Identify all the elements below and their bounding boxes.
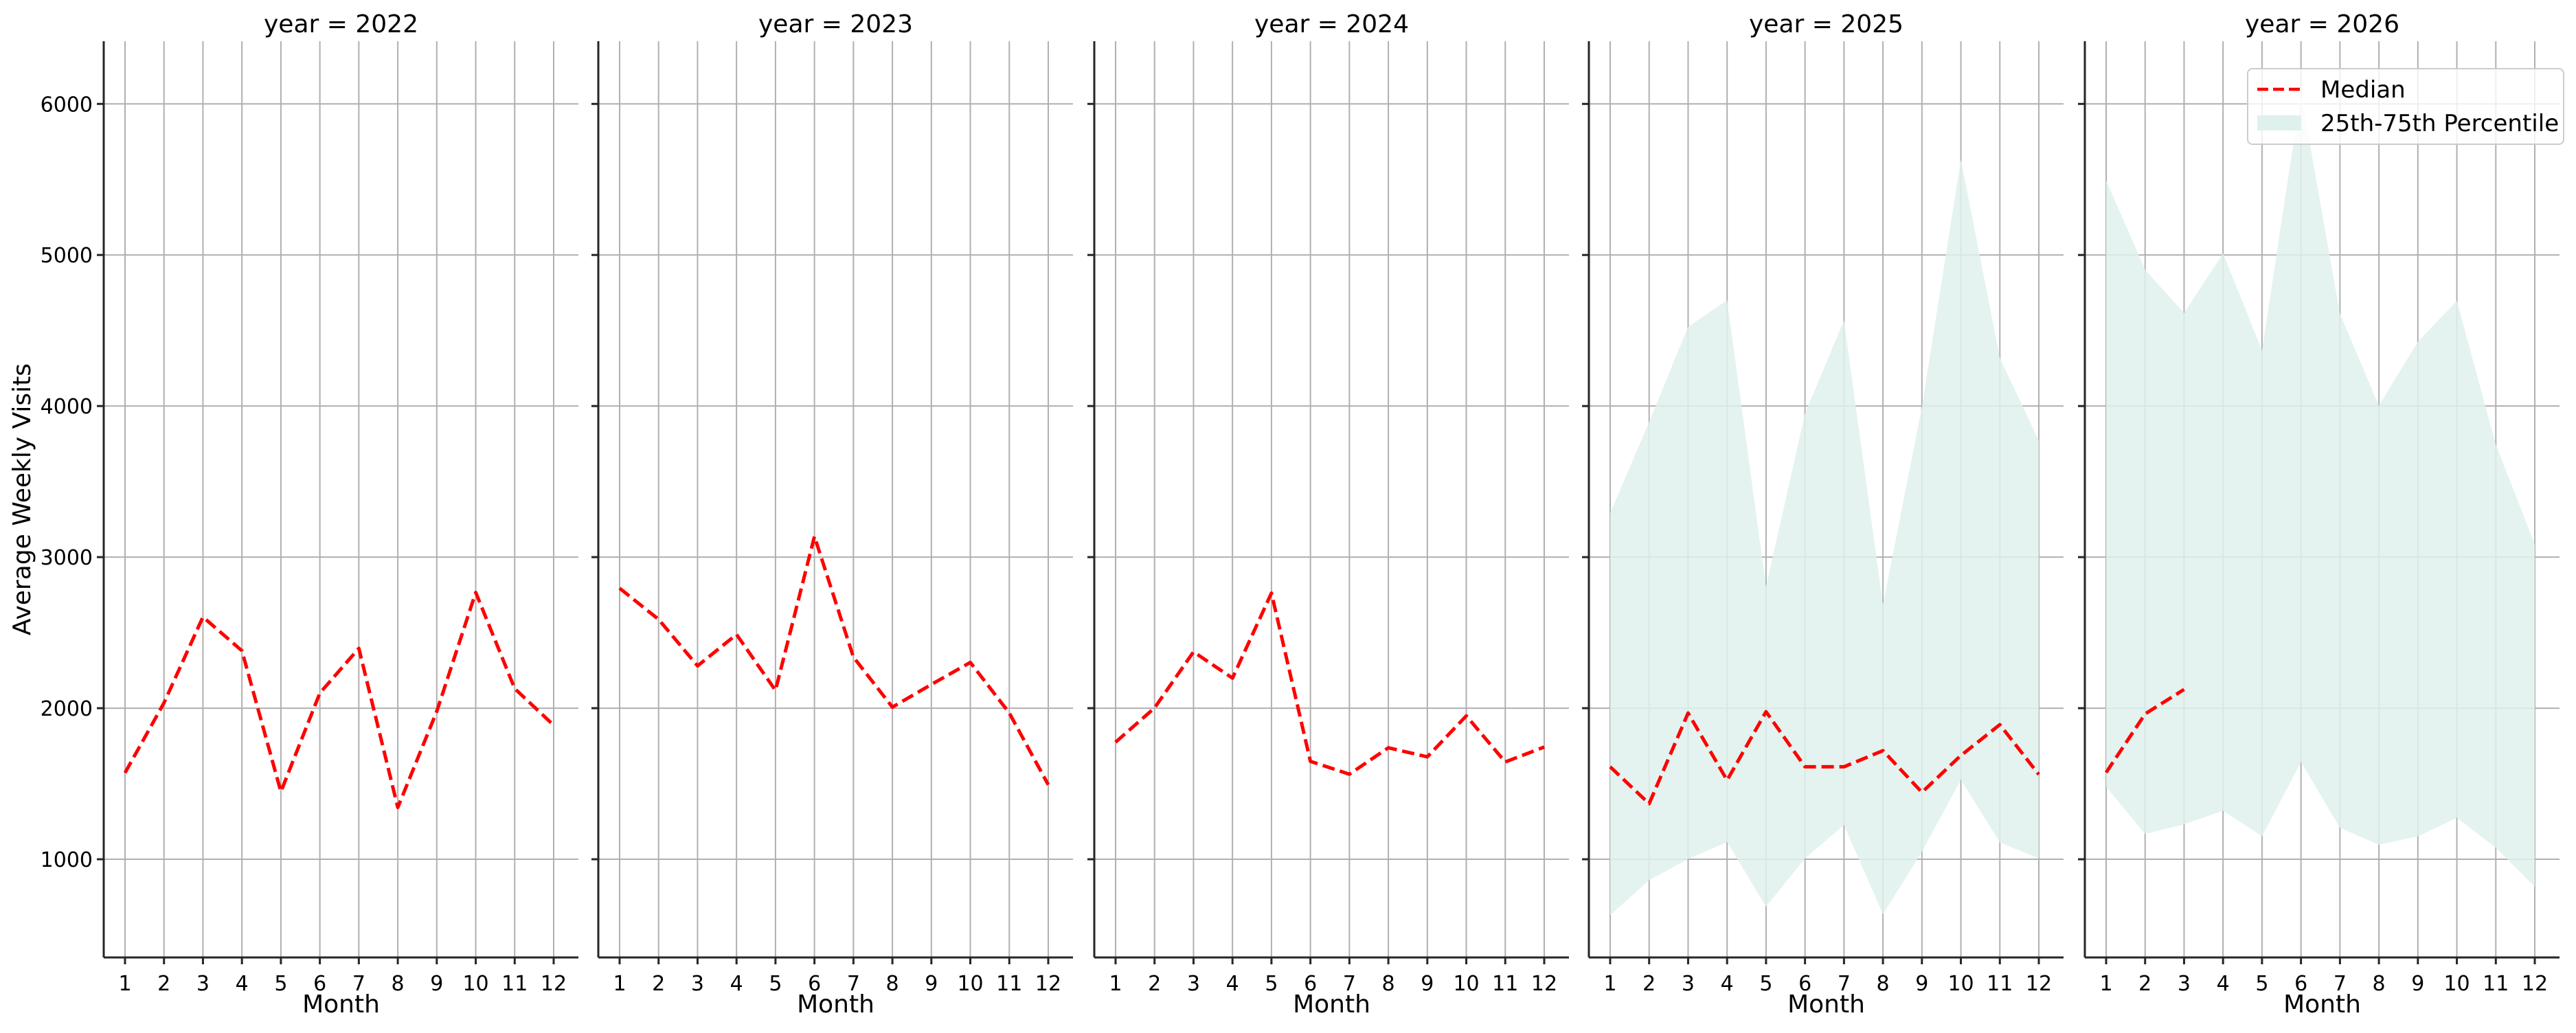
x-tick-label: 2 — [1148, 972, 1161, 996]
x-axis-label: Month — [797, 990, 874, 1019]
x-tick-label: 11 — [501, 972, 528, 996]
x-tick-label: 3 — [196, 972, 210, 996]
median-line — [1114, 591, 1545, 776]
y-tick-label: 4000 — [41, 395, 93, 419]
x-tick-label: 6 — [808, 972, 821, 996]
x-tick-label: 9 — [1915, 972, 1928, 996]
legend-label-percentile: 25th-75th Percentile — [2320, 110, 2559, 137]
median-line — [123, 591, 555, 810]
x-tick-label: 3 — [2178, 972, 2191, 996]
x-tick-label: 2 — [157, 972, 170, 996]
x-tick-label: 4 — [1721, 972, 1734, 996]
x-tick-label: 2 — [2138, 972, 2151, 996]
legend-frame — [2247, 68, 2564, 145]
x-tick-label: 10 — [2443, 972, 2470, 996]
x-tick-label: 7 — [847, 972, 860, 996]
percentile-band — [2106, 93, 2535, 887]
legend: Median 25th-75th Percentile — [2247, 68, 2564, 145]
x-tick-label: 11 — [1492, 972, 1518, 996]
x-tick-label: 1 — [118, 972, 131, 996]
x-tick-label: 11 — [2483, 972, 2509, 996]
y-tick-label: 3000 — [41, 546, 93, 570]
x-tick-label: 10 — [1947, 972, 1974, 996]
x-tick-label: 3 — [1187, 972, 1200, 996]
x-tick-label: 7 — [2334, 972, 2347, 996]
x-tick-label: 10 — [1453, 972, 1479, 996]
facet-title: year = 2023 — [758, 10, 913, 38]
x-tick-label: 6 — [1304, 972, 1317, 996]
x-tick-label: 5 — [274, 972, 287, 996]
percentile-band — [1610, 159, 2039, 916]
x-tick-label: 9 — [2411, 972, 2424, 996]
facet-title: year = 2024 — [1254, 10, 1409, 38]
y-tick-label: 6000 — [41, 93, 93, 117]
x-tick-label: 5 — [769, 972, 782, 996]
x-tick-label: 3 — [691, 972, 704, 996]
facet-title: year = 2026 — [2245, 10, 2399, 38]
median-line — [2104, 688, 2185, 774]
x-tick-label: 1 — [1109, 972, 1122, 996]
x-tick-label: 5 — [2255, 972, 2268, 996]
facet-title: year = 2025 — [1749, 10, 1903, 38]
x-tick-label: 8 — [1382, 972, 1395, 996]
x-tick-label: 2 — [652, 972, 665, 996]
x-tick-label: 4 — [1226, 972, 1239, 996]
x-axis-label: Month — [302, 990, 380, 1019]
x-tick-label: 7 — [1343, 972, 1356, 996]
x-tick-label: 9 — [1421, 972, 1434, 996]
median-line — [618, 534, 1050, 786]
x-tick-label: 10 — [957, 972, 983, 996]
x-tick-label: 11 — [996, 972, 1022, 996]
x-tick-label: 7 — [352, 972, 365, 996]
x-axis-label: Month — [1293, 990, 1370, 1019]
percentile-legend-swatch — [2257, 115, 2301, 130]
x-tick-label: 12 — [1035, 972, 1061, 996]
x-tick-label: 6 — [2294, 972, 2307, 996]
y-axis-label: Average Weekly Visits — [8, 363, 36, 635]
x-tick-label: 4 — [2217, 972, 2230, 996]
y-tick-label: 2000 — [41, 697, 93, 721]
x-tick-label: 1 — [613, 972, 626, 996]
x-tick-label: 12 — [1531, 972, 1557, 996]
x-axis-label: Month — [2283, 990, 2361, 1019]
x-tick-label: 6 — [313, 972, 326, 996]
x-tick-label: 8 — [1877, 972, 1890, 996]
x-tick-label: 12 — [541, 972, 567, 996]
x-tick-label: 3 — [1682, 972, 1695, 996]
x-tick-label: 10 — [462, 972, 488, 996]
x-tick-label: 4 — [236, 972, 249, 996]
x-tick-label: 9 — [925, 972, 938, 996]
x-tick-label: 5 — [1759, 972, 1772, 996]
x-tick-label: 8 — [392, 972, 405, 996]
x-tick-label: 11 — [1987, 972, 2013, 996]
x-tick-label: 4 — [730, 972, 743, 996]
median-line — [1609, 710, 2040, 806]
x-tick-label: 2 — [1642, 972, 1656, 996]
facet-title: year = 2022 — [264, 10, 418, 38]
x-tick-label: 8 — [886, 972, 899, 996]
x-tick-label: 8 — [2373, 972, 2386, 996]
y-tick-label: 5000 — [41, 244, 93, 268]
x-tick-label: 7 — [1838, 972, 1851, 996]
x-axis-label: Month — [1787, 990, 1865, 1019]
x-tick-label: 1 — [1603, 972, 1616, 996]
x-tick-label: 1 — [2099, 972, 2112, 996]
x-tick-label: 9 — [430, 972, 443, 996]
x-tick-label: 12 — [2522, 972, 2548, 996]
y-tick-label: 1000 — [41, 848, 93, 872]
x-tick-label: 6 — [1798, 972, 1811, 996]
x-tick-label: 12 — [2026, 972, 2052, 996]
legend-label-median: Median — [2320, 76, 2406, 104]
x-tick-label: 5 — [1265, 972, 1278, 996]
